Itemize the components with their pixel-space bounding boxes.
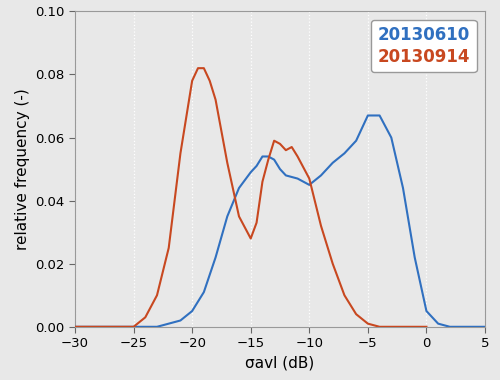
X-axis label: σavl (dB): σavl (dB) (246, 356, 314, 371)
Y-axis label: relative frequency (-): relative frequency (-) (14, 88, 30, 250)
Legend: 20130610, 20130914: 20130610, 20130914 (371, 20, 476, 73)
